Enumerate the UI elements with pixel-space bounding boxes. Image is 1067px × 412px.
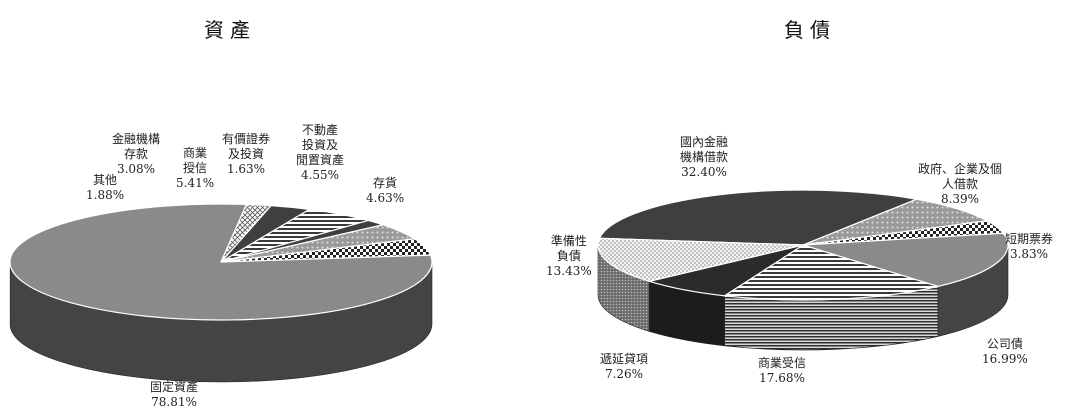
label-corporate-bonds: 公司債 16.99% [982,337,1028,366]
liabilities-pie-slice-6 [597,237,804,282]
assets-pie [9,203,433,383]
assets-chart-title: 資產 [204,18,256,42]
assets-pie-slice-5 [9,203,433,321]
label-fixed-assets: 固定資產 78.81% [150,380,199,409]
liabilities-pie-slice-0 [598,189,919,246]
label-reserve-liabilities: 準備性 負債 13.43% [546,234,592,278]
label-commercial-credit-liab: 商業受信 17.68% [758,356,807,385]
liabilities-chart-title: 負債 [784,18,836,42]
label-domestic-bank-loans: 國內金融 機構借款 32.40% [680,135,729,179]
assets-pie-slice-6 [220,203,273,263]
label-deferred-credits: 遞延貸項 7.26% [600,352,649,381]
liabilities-pie [597,189,1009,351]
liabilities-pie-slice-3 [802,232,1009,288]
label-gov-corp-loans: 政府、企業及個 人借款 8.39% [918,162,1003,206]
label-bank-deposits: 金融機構 存款 3.08% [112,132,161,176]
label-commercial-credit-asset: 商業 授信 5.41% [176,146,215,190]
label-real-estate: 不動產 投資及 閒置資產 4.55% [296,123,345,182]
label-inventory: 存貨 4.63% [366,176,405,205]
liabilities-pie-slice-4 [722,244,941,301]
label-other: 其他 1.88% [86,173,125,202]
label-securities: 有價證券 及投資 1.63% [222,132,271,176]
liabilities-pie-slice-1 [802,198,989,246]
label-short-term-notes: 短期票券 3.83% [1005,232,1054,261]
